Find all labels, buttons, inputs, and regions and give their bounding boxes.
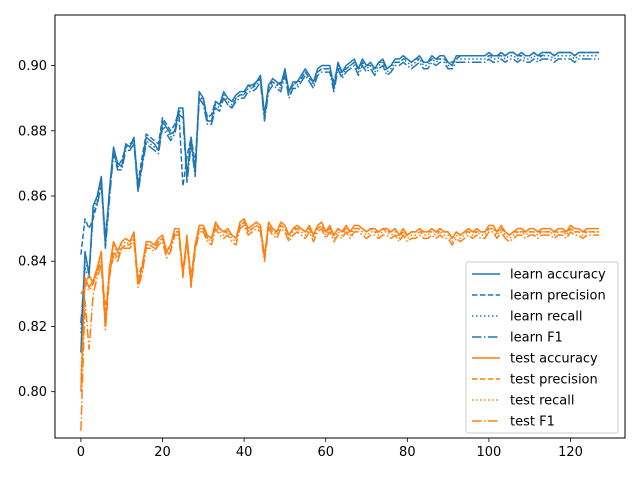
series-layer — [80, 51, 600, 431]
x-tick-label: 80 — [399, 445, 416, 460]
legend-box — [465, 261, 619, 434]
plot-frame — [54, 14, 626, 439]
x-tick-label: 120 — [558, 445, 583, 460]
legend: learn accuracy learn precision learn recal… — [465, 261, 619, 434]
y-axis: 0.80 0.82 0.84 0.86 0.88 0.90 — [18, 59, 55, 400]
y-tick-label: 0.80 — [18, 385, 47, 400]
y-tick-label: 0.88 — [18, 124, 47, 139]
x-tick-label: 20 — [154, 445, 171, 460]
y-tick-label: 0.82 — [18, 320, 47, 335]
y-tick-label: 0.84 — [18, 255, 47, 270]
legend-label: test precision — [510, 373, 598, 388]
x-axis: 0 20 40 60 80 100 120 — [77, 438, 583, 460]
series-line-5 — [80, 221, 600, 311]
x-tick-label: 60 — [317, 445, 334, 460]
legend-label: learn recall — [510, 310, 582, 325]
x-tick-label: 100 — [477, 445, 502, 460]
series-line-7 — [80, 224, 600, 431]
y-tick-label: 0.86 — [18, 190, 47, 205]
series-line-3 — [80, 58, 600, 324]
legend-label: learn precision — [510, 289, 606, 304]
x-tick-label: 40 — [236, 445, 253, 460]
legend-label: test accuracy — [510, 352, 598, 367]
x-tick-label: 0 — [77, 445, 85, 460]
legend-label: learn accuracy — [510, 268, 606, 283]
legend-label: learn F1 — [510, 331, 563, 346]
legend-label: test recall — [510, 394, 575, 409]
y-tick-label: 0.90 — [18, 59, 47, 74]
legend-label: test F1 — [510, 415, 555, 430]
